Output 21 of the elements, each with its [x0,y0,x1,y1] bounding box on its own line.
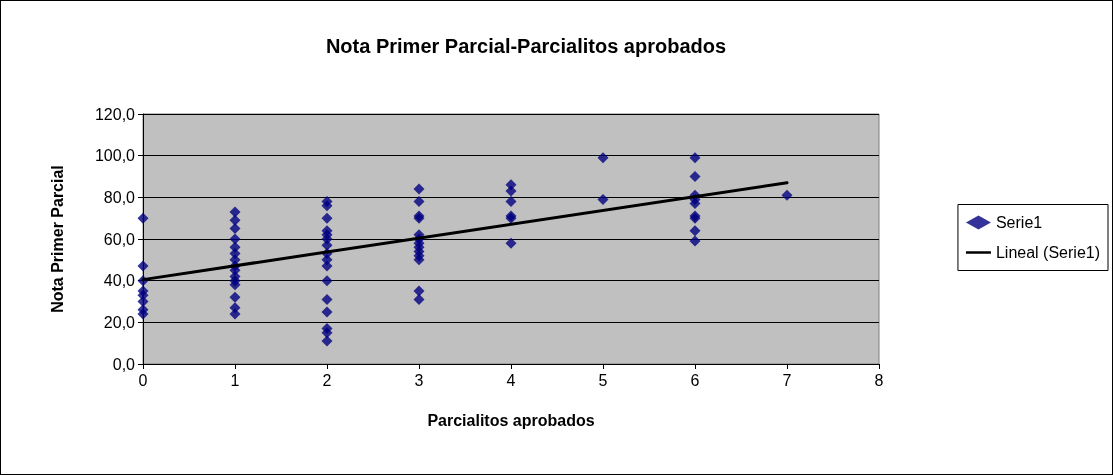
y-tick-label: 0,0 [112,355,136,373]
y-tick-label: 100,0 [94,147,136,165]
x-tick-label: 1 [230,371,240,389]
y-tick-label: 20,0 [103,313,136,331]
y-axis-title: Nota Primer Parcial [48,165,66,313]
x-tick-label: 4 [506,371,516,389]
x-tick-label: 7 [782,371,792,389]
x-tick-label: 8 [874,371,884,389]
y-tick-label: 120,0 [94,105,136,123]
x-tick-label: 5 [598,371,608,389]
legend-label: Lineal (Serie1) [995,244,1101,261]
x-axis-title: Parcialitos aprobados [427,411,595,429]
x-tick-label: 0 [138,371,148,389]
y-tick-label: 60,0 [103,230,136,248]
y-tick-label: 80,0 [103,188,136,206]
legend-label: Serie1 [995,214,1043,231]
x-tick-label: 6 [690,371,700,389]
x-tick-label: 2 [322,371,332,389]
x-tick-label: 3 [414,371,424,389]
y-tick-label: 40,0 [103,272,136,290]
chart-title: Nota Primer Parcial-Parcialitos aprobados [325,35,727,57]
